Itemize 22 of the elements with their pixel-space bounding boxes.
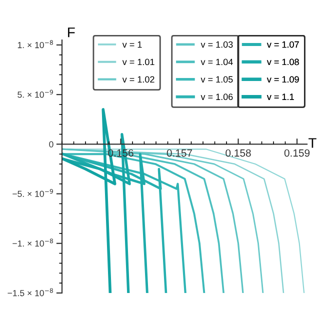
legend-label: v = 1 — [122, 41, 142, 48]
legend-label: v = 1.02 — [122, 76, 154, 83]
legend-label: v = 1.05 — [200, 76, 233, 83]
x-axis-title: T — [308, 138, 316, 148]
legend-label: v = 1.06 — [200, 94, 233, 100]
y-tick-label: 0 — [49, 141, 54, 148]
x-tick-label: 0.159 — [284, 149, 310, 157]
legend-label: v = 1.01 — [122, 58, 154, 66]
legend-label: v = 1.07 — [266, 41, 299, 48]
legend-label: v = 1.1 — [266, 94, 294, 100]
legend-label: v = 1.03 — [200, 41, 233, 48]
y-tick-label: 5. × 10$^{−9}$ — [18, 90, 53, 98]
legend-label: v = 1.08 — [266, 58, 299, 66]
y-tick-label: −5. × 10$^{−9}$ — [12, 188, 53, 197]
x-tick-label: 0.156 — [108, 149, 134, 157]
legend-label: v = 1.09 — [266, 76, 299, 83]
y-tick-label: −1. × 10$^{−8}$ — [12, 238, 53, 247]
y-axis-title: F — [68, 28, 75, 38]
y-tick-label: −1.5 × 10$^{−8}$ — [8, 288, 53, 296]
legend-label: v = 1.04 — [200, 58, 233, 66]
y-tick-label: 1. × 10$^{−8}$ — [18, 40, 53, 48]
x-tick-label: 0.158 — [226, 149, 251, 157]
